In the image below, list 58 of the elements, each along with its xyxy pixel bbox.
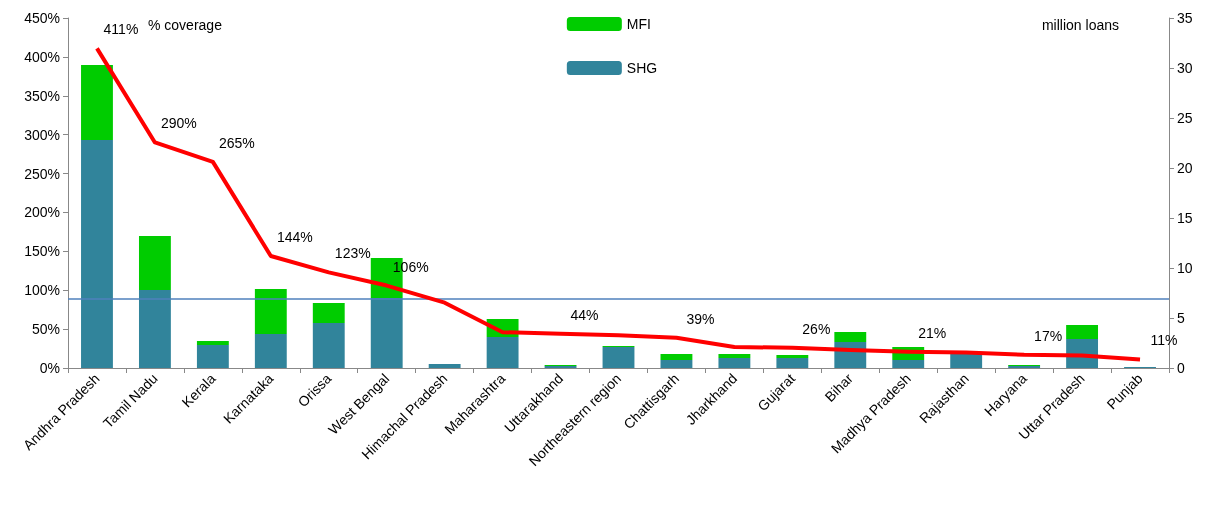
y-tick-label: 200%	[24, 204, 60, 221]
bar	[312, 323, 345, 368]
bar	[660, 360, 693, 368]
legend-label: SHG	[626, 60, 658, 76]
line-series	[94, 46, 1143, 362]
y2-tick-label: 5	[1177, 310, 1185, 326]
y-tick-label: 100%	[24, 282, 60, 299]
bar	[486, 337, 519, 368]
bar	[950, 353, 983, 368]
y2-tick-label: 25	[1177, 110, 1193, 126]
bar	[660, 354, 693, 360]
data-label: 17%	[1034, 327, 1063, 344]
data-label: 26%	[802, 320, 831, 337]
y2-tick-label: 35	[1177, 10, 1193, 26]
data-label: 44%	[570, 306, 599, 323]
data-label: 411%	[103, 21, 139, 38]
y-tick-label: 350%	[24, 87, 60, 104]
y2-tick-label: 0	[1177, 360, 1185, 376]
y2-tick-label: 15	[1177, 210, 1193, 226]
data-label: 290%	[161, 115, 197, 132]
bar	[254, 334, 287, 368]
bar	[718, 354, 751, 358]
y-tick-label: 450%	[24, 10, 60, 26]
y-tick-label: 400%	[24, 48, 60, 65]
bar	[1066, 325, 1099, 339]
y-tick-label: 0%	[39, 360, 60, 376]
bar	[138, 236, 171, 290]
y-axis-title: % coverage	[148, 17, 223, 33]
data-label: 11%	[1150, 332, 1178, 349]
bar	[138, 290, 171, 368]
bar	[370, 298, 403, 368]
y-tick-label: 150%	[24, 243, 60, 260]
y2-axis-title: million loans	[1041, 17, 1119, 33]
y2-tick-label: 30	[1177, 60, 1193, 76]
data-label: 21%	[918, 324, 947, 341]
y2-tick-label: 20	[1177, 160, 1193, 176]
bar	[254, 289, 287, 334]
legend-label: MFI	[626, 16, 651, 32]
bar	[196, 341, 229, 345]
bar	[718, 358, 751, 368]
data-label: 123%	[334, 245, 371, 262]
bar	[776, 355, 809, 358]
bar	[776, 358, 809, 368]
y-tick-label: 250%	[24, 165, 60, 182]
y-tick-label: 300%	[24, 126, 60, 143]
bar	[892, 360, 925, 368]
bar	[834, 332, 867, 342]
y-tick-label: 50%	[31, 321, 60, 338]
bar	[196, 345, 229, 368]
bar	[428, 364, 461, 368]
data-label: 39%	[686, 310, 715, 327]
data-label: 265%	[218, 134, 255, 151]
data-label: 144%	[276, 229, 313, 245]
bar	[81, 140, 113, 368]
bar	[602, 347, 635, 368]
bar	[81, 65, 113, 140]
y2-tick-label: 10	[1177, 260, 1193, 276]
bar	[312, 303, 345, 323]
